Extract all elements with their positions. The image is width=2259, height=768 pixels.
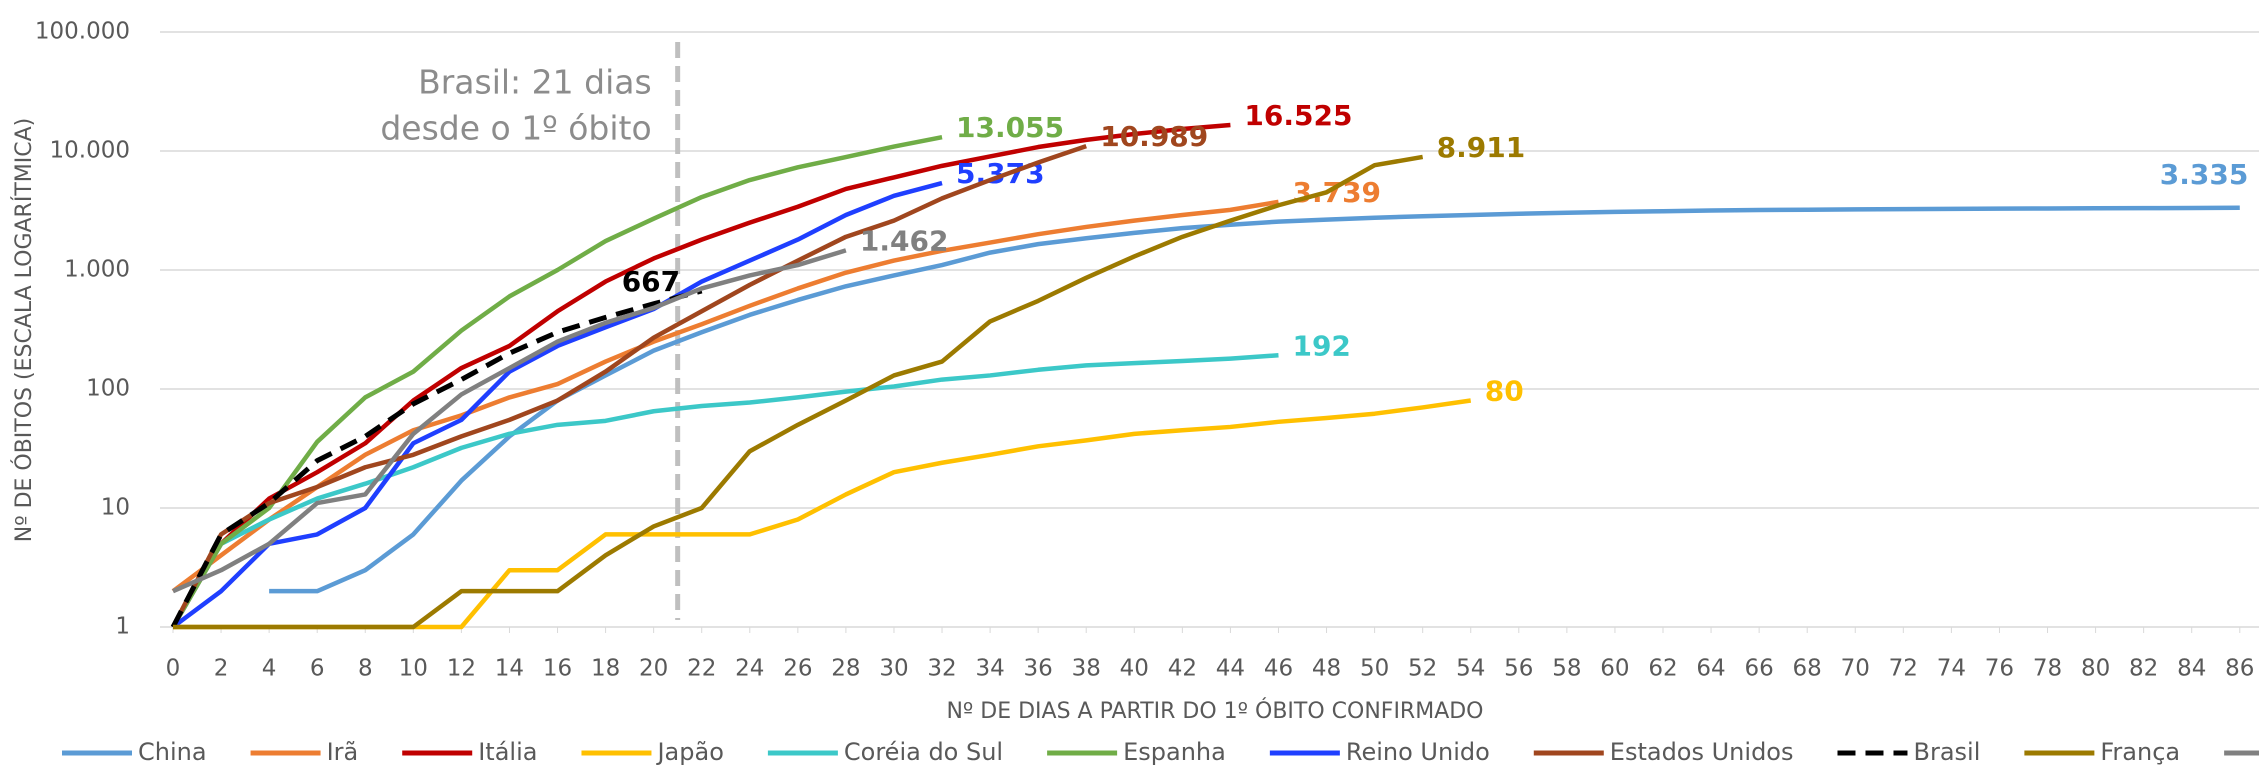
y-tick-label: 10 [101, 495, 130, 521]
x-tick-label: 18 [591, 656, 620, 682]
legend-label: Estados Unidos [1610, 738, 1794, 766]
end-label: 5.373 [956, 157, 1045, 190]
series-line [171, 353, 1279, 629]
y-tick-label: 1 [115, 614, 130, 640]
series-line [172, 248, 847, 594]
x-tick-label: 24 [735, 656, 764, 682]
x-tick-label: 82 [2129, 656, 2158, 682]
end-label: 10.989 [1100, 120, 1208, 153]
x-tick-label: 20 [639, 656, 668, 682]
x-tick-label: 8 [358, 656, 373, 682]
series-line [173, 154, 1424, 630]
series-line [171, 199, 1279, 593]
x-tick-label: 62 [1648, 656, 1677, 682]
end-label: 1.462 [860, 224, 949, 257]
annotation-text: Brasil: 21 dias [418, 63, 652, 102]
series-line [171, 122, 1231, 629]
series-line [269, 205, 2240, 594]
series-line [171, 135, 943, 629]
x-tick-label: 70 [1841, 656, 1870, 682]
x-tick-label: 4 [262, 656, 277, 682]
end-label: 192 [1292, 329, 1350, 362]
end-label: 3.739 [1292, 176, 1381, 209]
end-label: 8.911 [1437, 131, 1526, 164]
x-tick-label: 14 [495, 656, 524, 682]
x-tick-label: 56 [1504, 656, 1533, 682]
x-tick-label: 10 [399, 656, 428, 682]
end-label: 80 [1485, 375, 1524, 408]
end-label: 16.525 [1244, 99, 1352, 132]
x-tick-label: 34 [975, 656, 1004, 682]
x-tick-label: 86 [2225, 656, 2254, 682]
x-tick-label: 32 [927, 656, 956, 682]
x-tick-label: 48 [1312, 656, 1341, 682]
x-tick-label: 12 [447, 656, 476, 682]
legend-label: Espanha [1123, 738, 1226, 766]
y-tick-label: 100.000 [35, 19, 130, 45]
x-tick-label: 16 [543, 656, 572, 682]
end-label: 13.055 [956, 111, 1064, 144]
x-tick-label: 6 [310, 656, 325, 682]
x-tick-label: 64 [1696, 656, 1725, 682]
x-axis-title: Nº DE DIAS A PARTIR DO 1º ÓBITO CONFIRMA… [946, 698, 1483, 724]
x-tick-label: 26 [783, 656, 812, 682]
x-tick-label: 72 [1889, 656, 1918, 682]
legend-label: Irã [327, 738, 359, 766]
series-line [171, 143, 1087, 629]
x-tick-label: 30 [879, 656, 908, 682]
x-tick-label: 76 [1985, 656, 2014, 682]
x-tick-label: 40 [1120, 656, 1149, 682]
x-tick-label: 74 [1937, 656, 1966, 682]
y-tick-label: 10.000 [50, 138, 130, 164]
x-tick-label: 78 [2033, 656, 2062, 682]
x-tick-label: 22 [687, 656, 716, 682]
end-label: 667 [622, 265, 680, 298]
x-tick-label: 58 [1552, 656, 1581, 682]
x-tick-label: 68 [1793, 656, 1822, 682]
x-tick-label: 46 [1264, 656, 1293, 682]
y-tick-label: 100 [86, 376, 130, 402]
x-tick-label: 36 [1024, 656, 1053, 682]
y-tick-label: 1.000 [64, 257, 130, 283]
x-tick-label: 80 [2081, 656, 2110, 682]
y-axis-title: Nº DE ÓBITOS (ESCALA LOGARÍTMICA) [11, 118, 37, 543]
x-tick-label: 52 [1408, 656, 1437, 682]
x-tick-label: 2 [214, 656, 229, 682]
legend-label: Brasil [1913, 738, 1980, 766]
legend-label: China [138, 738, 207, 766]
legend-label: Itália [478, 738, 537, 766]
annotation-text: desde o 1º óbito [380, 109, 651, 148]
legend-label: Japão [655, 738, 723, 766]
x-tick-label: 84 [2177, 656, 2206, 682]
series-line [170, 288, 703, 629]
x-tick-label: 0 [166, 656, 181, 682]
x-tick-label: 38 [1072, 656, 1101, 682]
legend-label: Reino Unido [1346, 738, 1490, 766]
x-tick-label: 28 [831, 656, 860, 682]
legend-label: França [2100, 738, 2180, 766]
x-tick-label: 42 [1168, 656, 1197, 682]
end-label: 3.335 [2160, 158, 2249, 191]
legend-label: Coréia do Sul [844, 738, 1003, 766]
x-tick-label: 60 [1600, 656, 1629, 682]
series-line [171, 180, 943, 629]
x-tick-label: 66 [1744, 656, 1773, 682]
x-tick-label: 50 [1360, 656, 1389, 682]
x-tick-label: 44 [1216, 656, 1245, 682]
x-tick-label: 54 [1456, 656, 1485, 682]
